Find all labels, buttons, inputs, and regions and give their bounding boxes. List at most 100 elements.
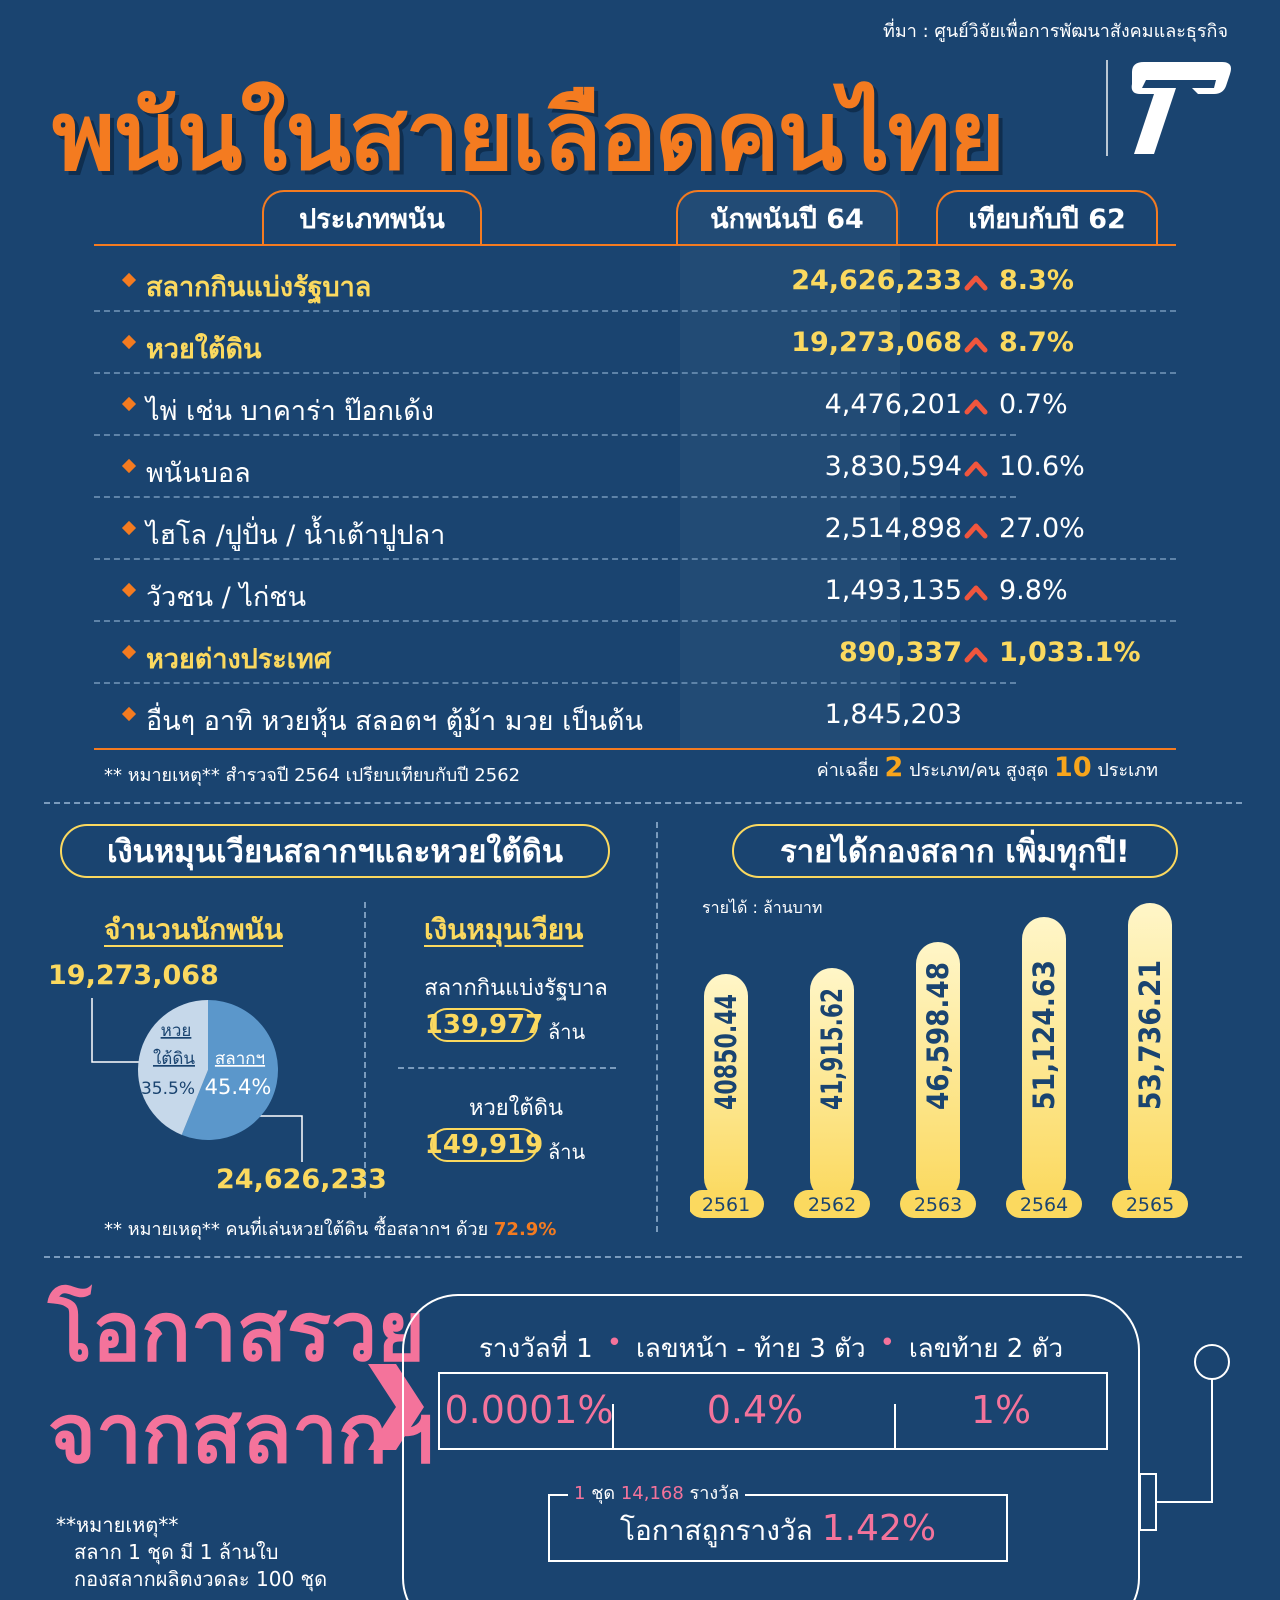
revenue-bar-value: 46,598.48: [921, 962, 955, 1110]
row-label: อื่นๆ อาทิ หวยหุ้น สลอตฯ ตู้ม้า มวย เป็น…: [146, 706, 643, 737]
row-separator: [94, 682, 1016, 684]
row-separator: [94, 496, 1016, 498]
row-change: 27.0%: [999, 513, 1085, 544]
row-label: ไพ่ เช่น บาคาร่า ป๊อกเด้ง: [146, 396, 434, 427]
table-top-line: [94, 244, 1176, 246]
pie-lottery-pct: 45.4%: [205, 1075, 272, 1099]
year-label: 2564: [1020, 1194, 1068, 1216]
pie-underground-count: 19,273,068: [48, 960, 219, 991]
year-label: 2562: [808, 1194, 856, 1216]
year-pill: [900, 1190, 976, 1218]
odds-value: 1.42%: [821, 1508, 937, 1549]
odds-label: โอกาสถูกรางวัล: [619, 1514, 813, 1547]
up-arrow-icon: [964, 647, 988, 663]
row-count: 890,337: [839, 637, 962, 668]
header-gamblers-64: นักพนันปี 64: [676, 190, 898, 244]
row-count: 1,845,203: [824, 699, 962, 730]
diamond-bullet-icon: [121, 520, 137, 536]
section-divider-2: [44, 1256, 1242, 1258]
chance-note: **หมายเหตุ** สลาก 1 ชุด มี 1 ล้านใบ กองส…: [56, 1512, 327, 1593]
chance-note-line1: สลาก 1 ชุด มี 1 ล้านใบ: [74, 1540, 279, 1564]
turnover-underground-unit: ล้าน: [548, 1140, 586, 1164]
pie-underground-pct: 35.5%: [141, 1079, 195, 1099]
row-separator: [94, 620, 1176, 622]
prize-divider: [612, 1404, 614, 1448]
row-change: 1,033.1%: [999, 637, 1141, 668]
year-pill: [1112, 1190, 1188, 1218]
survey-note: ** หมายเหตุ** สำรวจปี 2564 เปรียบเทียบกั…: [104, 765, 521, 786]
turnover-heading: เงินหมุนเวียน: [424, 913, 584, 946]
up-arrow-icon: [964, 337, 988, 353]
prize-name-2: เลขหน้า - ท้าย 3 ตัว: [636, 1334, 866, 1364]
up-arrow-icon: [964, 275, 988, 291]
row-change: 8.7%: [999, 327, 1074, 358]
pie-underground-label-2: ใต้ดิน: [153, 1048, 195, 1069]
diamond-bullet-icon: [121, 272, 137, 288]
row-count: 4,476,201: [824, 389, 962, 420]
row-separator: [94, 558, 1176, 560]
revenue-bar: [1128, 903, 1172, 1200]
diamond-bullet-icon: [121, 582, 137, 598]
gamblers-heading: จำนวนนักพนัน: [104, 913, 283, 946]
dot-icon: •: [879, 1328, 895, 1358]
table-row: ไพ่ เช่น บาคาร่า ป๊อกเด้ง 4,476,201 0.7%: [94, 376, 1176, 438]
revenue-bar-value: 40850.44: [709, 994, 743, 1110]
chance-title-line1: โอกาสรวย: [48, 1285, 426, 1380]
avg-value: 2: [884, 752, 904, 783]
diamond-bullet-icon: [121, 334, 137, 350]
row-count: 2,514,898: [824, 513, 962, 544]
prize-pct-2: 0.4%: [706, 1388, 804, 1432]
row-label: ไฮโล /ปูปั่น / น้ำเต้าปูปลา: [146, 520, 446, 551]
table-row: หวยใต้ดิน 19,273,068 8.7%: [94, 314, 1176, 376]
table-row: หวยต่างประเทศ 890,337 1,033.1%: [94, 624, 1176, 686]
diamond-bullet-icon: [121, 458, 137, 474]
revenue-title: รายได้กองสลาก เพิ่มทุกปี!: [732, 824, 1178, 878]
table-row: สลากกินแบ่งรัฐบาล 24,626,233 8.3%: [94, 252, 1176, 314]
row-change: 9.8%: [999, 575, 1068, 606]
average-note: ค่าเฉลี่ย 2 ประเภท/คน สูงสุด 10 ประเภท: [817, 752, 1158, 784]
prize-name-3: เลขท้าย 2 ตัว: [908, 1334, 1064, 1364]
header-gambling-type: ประเภทพนัน: [262, 190, 482, 244]
title-divider: [1106, 60, 1108, 156]
row-count: 24,626,233: [791, 265, 962, 296]
turnover-lottery-value: 139,977: [424, 1008, 544, 1042]
overlap-note-pct: 72.9%: [493, 1219, 557, 1240]
revenue-bar-chart: 40850.44 2561 41,915.62 2562 46,598.48 2563 51…: [690, 903, 1188, 1218]
pie-lottery-count: 24,626,233: [216, 1164, 387, 1195]
row-label: วัวชน / ไก่ชน: [146, 582, 307, 613]
odds-box: [548, 1494, 1008, 1562]
row-label: หวยต่างประเทศ: [146, 644, 331, 675]
year-label: 2561: [702, 1194, 750, 1216]
year-pill: [690, 1190, 764, 1218]
row-count: 3,830,594: [824, 451, 962, 482]
diamond-bullet-icon: [121, 644, 137, 660]
row-separator: [94, 434, 1016, 436]
pie-slice-underground: [138, 1000, 208, 1135]
diamond-bullet-icon: [121, 396, 137, 412]
revenue-bar-value: 53,736.21: [1133, 960, 1167, 1110]
revenue-bar-value: 41,915.62: [815, 988, 849, 1110]
chance-note-title: **หมายเหตุ**: [56, 1513, 179, 1537]
revenue-bar: [810, 968, 854, 1200]
count-column-shade: [680, 190, 900, 750]
up-arrow-icon: [964, 399, 988, 415]
row-count: 1,493,135: [824, 575, 962, 606]
odds-caption-mid: ชุด: [591, 1483, 616, 1504]
overlap-note-text: ** หมายเหตุ** คนที่เล่นหวยใต้ดิน ซื้อสลา…: [104, 1219, 489, 1240]
table-row: ไฮโล /ปูปั่น / น้ำเต้าปูปลา 2,514,898 27.0…: [94, 500, 1176, 562]
prize-headers: รางวัลที่ 1 • เลขหน้า - ท้าย 3 ตัว • เลข…: [402, 1328, 1140, 1369]
table-row: อื่นๆ อาทิ หวยหุ้น สลอตฯ ตู้ม้า มวย เป็น…: [94, 686, 1176, 748]
turnover-divider: [398, 1067, 616, 1069]
turnover-title: เงินหมุนเวียนสลากฯและหวยใต้ดิน: [60, 824, 610, 878]
chevron-right-icon: [368, 1364, 424, 1450]
chance-note-line2: กองสลากผลิตงวดละ 100 ชุด: [74, 1567, 328, 1591]
odds-caption-suffix: รางวัล: [689, 1483, 740, 1504]
avg-middle: ประเภท/คน สูงสุด: [909, 760, 1049, 781]
row-label: หวยใต้ดิน: [146, 334, 262, 365]
pie-lottery-label: สลากฯ: [215, 1049, 265, 1069]
row-label: พนันบอล: [146, 458, 251, 489]
prize-frame: [402, 1294, 1140, 1600]
gamblers-pie-chart: หวย ใต้ดิน 35.5% สลากฯ 45.4%: [138, 1000, 279, 1140]
main-title: พนันในสายเลือดคนไทย: [52, 80, 1005, 192]
prize-pct-1: 0.0001%: [444, 1388, 614, 1432]
